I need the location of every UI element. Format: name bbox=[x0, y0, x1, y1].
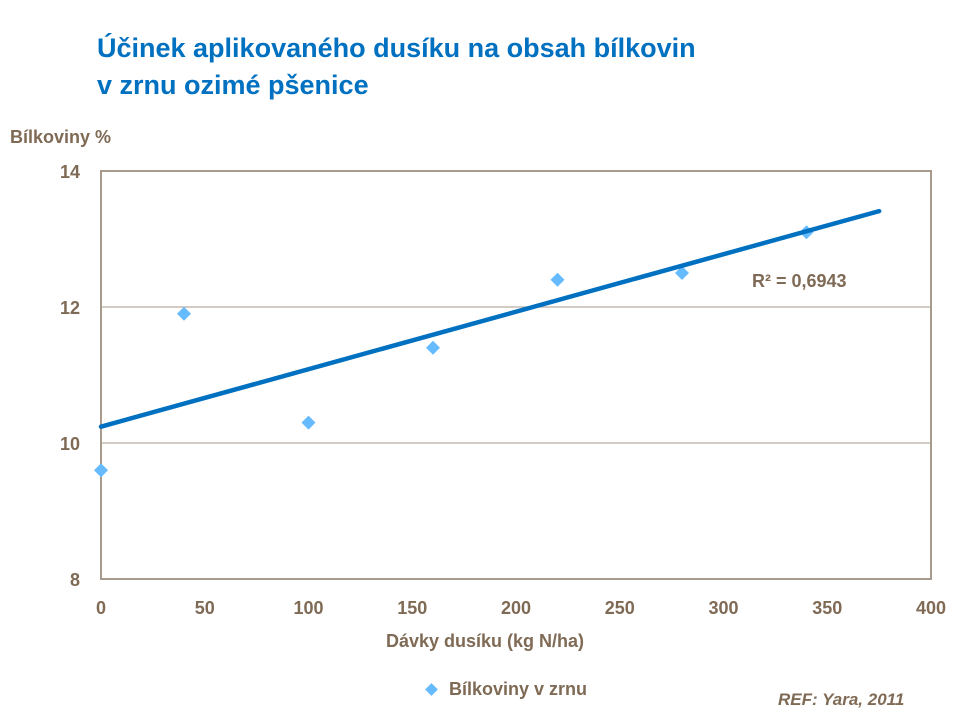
data-point-diamond bbox=[301, 415, 316, 430]
legend-label: Bílkoviny v zrnu bbox=[449, 679, 588, 699]
legend: Bílkoviny v zrnu bbox=[425, 679, 588, 700]
data-point-diamond bbox=[177, 306, 191, 321]
y-tick-label: 8 bbox=[70, 570, 80, 590]
data-point-diamond bbox=[426, 340, 440, 355]
data-point-diamond bbox=[550, 272, 565, 287]
axes bbox=[100, 170, 932, 580]
x-tick-label: 0 bbox=[96, 598, 106, 618]
linear-trendline bbox=[98, 208, 882, 429]
trendline bbox=[98, 208, 882, 429]
title-line-2: v zrnu ozimé pšenice bbox=[97, 70, 369, 100]
y-axis-ticks: 8 10 12 14 bbox=[60, 162, 80, 590]
x-tick-label: 350 bbox=[812, 598, 842, 618]
data-point-diamond bbox=[94, 463, 108, 478]
data-point-diamond bbox=[675, 266, 689, 280]
title-line-1: Účinek aplikovaného dusíku na obsah bílk… bbox=[97, 33, 696, 63]
y-tick-label: 10 bbox=[60, 434, 80, 454]
x-tick-label: 300 bbox=[708, 598, 738, 618]
reference-note: REF: Yara, 2011 bbox=[778, 690, 905, 709]
diamond-marker-icon bbox=[425, 683, 438, 696]
gridlines bbox=[101, 170, 931, 444]
y-tick-label: 14 bbox=[60, 162, 80, 182]
chart-title: Účinek aplikovaného dusíku na obsah bílk… bbox=[97, 30, 857, 104]
x-tick-label: 200 bbox=[501, 598, 531, 618]
x-axis-ticks: 0 50 100 150 200 250 300 350 400 bbox=[96, 598, 946, 618]
x-tick-label: 250 bbox=[605, 598, 635, 618]
x-axis-label: Dávky dusíku (kg N/ha) bbox=[386, 631, 585, 651]
data-points bbox=[94, 225, 814, 478]
x-tick-label: 100 bbox=[293, 598, 323, 618]
x-tick-label: 150 bbox=[397, 598, 427, 618]
r-squared-label: R² = 0,6943 bbox=[752, 271, 847, 291]
plot-area-border bbox=[100, 170, 932, 580]
x-tick-label: 400 bbox=[916, 598, 946, 618]
y-tick-label: 12 bbox=[60, 298, 80, 318]
y-axis-label: Bílkoviny % bbox=[10, 127, 112, 147]
x-tick-label: 50 bbox=[195, 598, 215, 618]
